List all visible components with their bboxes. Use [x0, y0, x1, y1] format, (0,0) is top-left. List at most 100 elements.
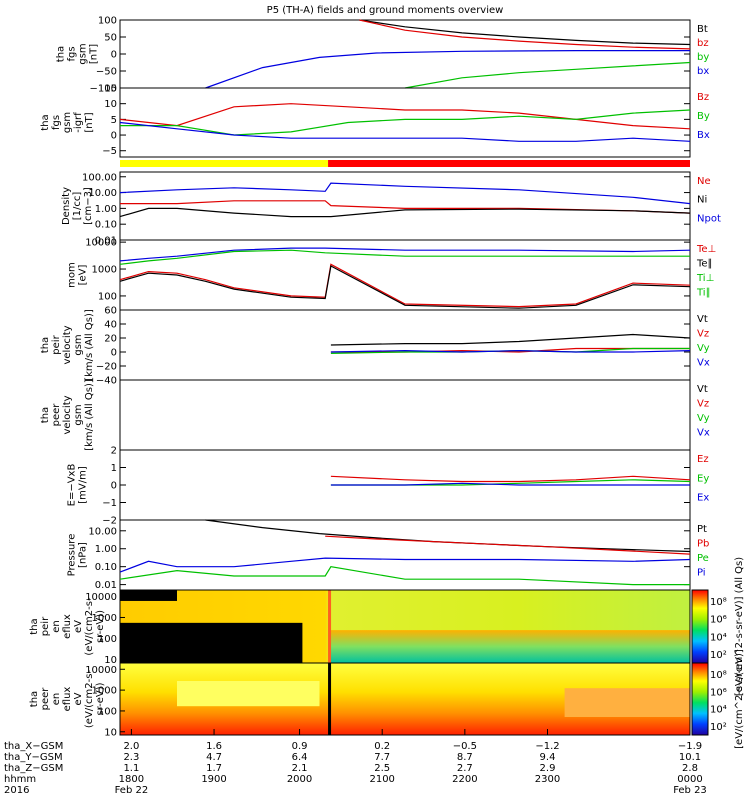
panel-frame	[119, 309, 691, 381]
x-axis-row-label: 2016	[4, 785, 29, 796]
x-axis-value: 2.0	[123, 741, 139, 752]
y-tick-label: 1.00	[95, 204, 117, 215]
series-Pb	[325, 535, 691, 555]
x-axis-value: 8.7	[457, 752, 473, 763]
x-axis-value: −1.9	[678, 741, 702, 752]
series-Ti∥	[119, 249, 690, 265]
y-tick-label: 100	[98, 291, 117, 302]
y-axis-label: (eV/(cm2-s-	[84, 597, 95, 656]
y-axis-label: Pressure	[67, 534, 78, 577]
x-axis-value: 10.1	[679, 752, 701, 763]
spectrogram-patch	[177, 681, 320, 707]
y-tick-label: 0	[111, 348, 117, 359]
y-axis-label: [nT]	[89, 44, 100, 64]
series-Vx	[330, 349, 691, 353]
panel-2	[120, 160, 690, 167]
y-tick-label: 0	[111, 481, 117, 492]
y-axis-label: peer	[40, 687, 51, 711]
y-tick-label: 1.00	[95, 544, 117, 555]
legend-entry: By	[697, 111, 710, 122]
y-tick-label: 0.01	[95, 580, 117, 591]
legend-entry: Vz	[697, 399, 709, 410]
legend-entry: Vt	[697, 314, 708, 325]
colorbar	[691, 662, 709, 736]
colorbar-tick-label: 10⁸	[710, 597, 727, 608]
x-axis-value: 2.9	[540, 763, 556, 774]
y-axis-label: [1/cc]	[72, 192, 83, 221]
y-axis-label: [km/s (All Qs)]	[84, 309, 95, 381]
legend-entry: bz	[697, 38, 709, 49]
x-axis-value: 2000	[287, 774, 312, 785]
x-axis-row-label: tha_Y−GSM	[4, 752, 63, 763]
y-axis-label: tha	[40, 407, 51, 423]
panel-6: tha peer velocity gsm [km/s (All Qs)] Vt Vz Vy V…	[40, 379, 710, 451]
x-axis-value: 2.7	[457, 763, 473, 774]
legend-entry: Ez	[697, 454, 709, 465]
plot-title: P5 (TH-A) fields and ground moments over…	[267, 5, 504, 16]
y-tick-label: 60	[104, 306, 117, 317]
y-axis-label: -igrf	[73, 112, 84, 133]
x-axis-value: 6.4	[292, 752, 308, 763]
y-tick-label: 10000	[85, 238, 117, 249]
x-axis-value: 0.9	[292, 741, 308, 752]
legend-entry: Pi	[697, 568, 706, 579]
y-tick-label: 100	[98, 706, 117, 717]
y-tick-label: 100	[98, 16, 117, 27]
mode-segment-1	[328, 160, 690, 167]
legend-entry: Ne	[697, 176, 711, 187]
series-Ex	[330, 482, 690, 486]
y-axis-label: tha	[29, 618, 40, 634]
legend-entry: Ni	[697, 195, 707, 206]
y-axis-label: gsm	[73, 404, 84, 425]
y-tick-label: 100	[98, 634, 117, 645]
y-tick-label: 0	[111, 50, 117, 61]
colorbar	[691, 589, 709, 664]
panel-9: 10000 1000 100 10 10⁸ 10⁶ 10⁴ 10² [eV/(cm^2-s-sr…	[29, 557, 745, 696]
y-tick-label: 20	[104, 334, 117, 345]
colorbar-label: [eV/(cm^2-s-sr-eV)] (All Qs)	[734, 557, 745, 696]
y-tick-label: 0.10	[95, 562, 117, 573]
legend-entry: Ey	[697, 473, 709, 484]
legend-entry: Bt	[697, 24, 708, 35]
x-axis-value: 9.4	[540, 752, 556, 763]
legend-entry: by	[697, 52, 709, 63]
spectrogram-patch-2	[564, 688, 690, 717]
y-tick-label: −1	[102, 498, 117, 509]
y-tick-label: 15	[104, 84, 117, 95]
legend-entry: Npot	[697, 213, 721, 224]
y-tick-label: 100.00	[82, 172, 117, 183]
series-bz	[359, 19, 691, 50]
spectrogram-spike	[328, 663, 332, 735]
x-axis-value: −1.2	[535, 741, 559, 752]
y-axis-label: fgs	[51, 115, 62, 130]
y-axis-label: [eV]	[78, 265, 89, 286]
legend-entry: Vz	[697, 329, 709, 340]
panel-10: 10000 1000 100 10 10⁸ 10⁶ 10⁴ 10² [eV/(cm^2-s-sr…	[29, 649, 745, 749]
x-axis-value: 2100	[369, 774, 394, 785]
x-axis-value: 2.3	[123, 752, 139, 763]
x-axis-value: Feb 23	[673, 785, 707, 796]
y-tick-label: 10	[104, 655, 117, 666]
y-axis-label: [cm−3]	[83, 187, 94, 225]
y-axis-label: peir	[40, 616, 51, 636]
x-axis-row-label: tha_X−GSM	[4, 741, 63, 752]
colorbar-tick-label: 10⁸	[710, 670, 727, 681]
y-tick-label: 10.00	[88, 526, 117, 537]
y-tick-label: −50	[96, 67, 117, 78]
panel-7: 2 1 0 −1 −2 E=−VxB [mV/m] Ez Ey Ex	[67, 446, 710, 527]
y-axis-label: [nT]	[84, 112, 95, 132]
y-axis-label: eflux	[62, 687, 73, 712]
legend-entry: Bz	[697, 92, 709, 103]
y-axis-label: eV	[73, 692, 84, 705]
panel-8: 10.00 1.00 0.10 0.01 Pressure [nPa] Pt Pb Pe Pi	[67, 519, 709, 591]
series-Te∥	[119, 265, 691, 309]
y-axis-label: tha	[29, 691, 40, 707]
y-axis-label: (eV/(cm2-s-	[84, 670, 95, 729]
y-tick-label: 1	[111, 463, 117, 474]
y-axis-label: gsm	[78, 43, 89, 64]
colorbar-label: [eV/(cm^2-s-sr-eV)]	[734, 649, 745, 749]
y-tick-label: 10.00	[88, 188, 117, 199]
colorbar-tick-label: 10⁴	[710, 705, 727, 716]
y-axis-label: velocity	[62, 395, 73, 434]
